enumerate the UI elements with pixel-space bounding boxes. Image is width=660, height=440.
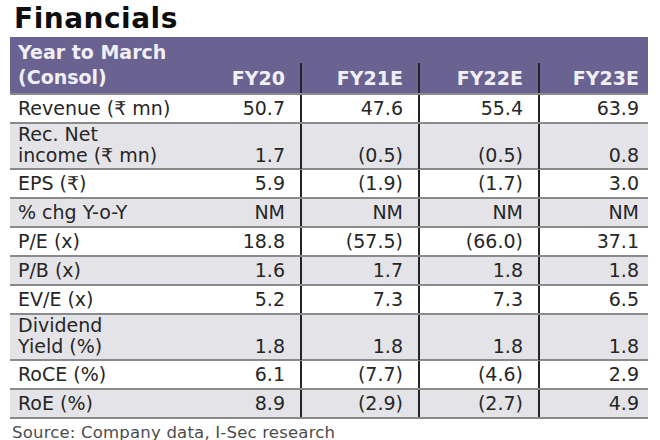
row-label: EV/E (x) bbox=[10, 286, 200, 313]
cell-value: 47.6 bbox=[300, 95, 418, 122]
cell-value: 50.7 bbox=[200, 95, 300, 122]
header-label-line2: (Consol) bbox=[18, 66, 200, 89]
cell-value: 37.1 bbox=[538, 228, 648, 255]
header-col-fy22e: FY22E bbox=[418, 37, 538, 93]
cell-value: 1.8 bbox=[300, 315, 418, 360]
cell-value: (66.0) bbox=[418, 228, 538, 255]
financials-panel: Financials Year to March (Consol) FY20 F… bbox=[0, 0, 660, 440]
cell-value: 63.9 bbox=[538, 95, 648, 122]
row-label: P/E (x) bbox=[10, 228, 200, 255]
table-row-pe: P/E (x) 18.8 (57.5) (66.0) 37.1 bbox=[10, 226, 648, 255]
cell-value: (0.5) bbox=[418, 124, 538, 169]
row-label: % chg Y-o-Y bbox=[10, 199, 200, 226]
cell-value: 7.3 bbox=[300, 286, 418, 313]
table-row-roce: RoCE (%) 6.1 (7.7) (4.6) 2.9 bbox=[10, 359, 648, 388]
header-col-fy21e: FY21E bbox=[300, 37, 418, 93]
table-row-revenue: Revenue (₹ mn) 50.7 47.6 55.4 63.9 bbox=[10, 93, 648, 122]
cell-value: (1.7) bbox=[418, 170, 538, 197]
cell-value: 1.7 bbox=[200, 124, 300, 169]
table-row-chg-yoy: % chg Y-o-Y NM NM NM NM bbox=[10, 197, 648, 226]
cell-value: (0.5) bbox=[300, 124, 418, 169]
table-row-roe: RoE (%) 8.9 (2.9) (2.7) 4.9 bbox=[10, 388, 648, 417]
table-row-eve: EV/E (x) 5.2 7.3 7.3 6.5 bbox=[10, 284, 648, 313]
row-label: Revenue (₹ mn) bbox=[10, 95, 200, 122]
cell-value: 1.8 bbox=[200, 315, 300, 360]
cell-value: 3.0 bbox=[538, 170, 648, 197]
table-row-rec-net-income: Rec. Netincome (₹ mn) 1.7 (0.5) (0.5) 0.… bbox=[10, 122, 648, 168]
financials-table: Year to March (Consol) FY20 FY21E FY22E … bbox=[10, 37, 648, 419]
cell-value: NM bbox=[300, 199, 418, 226]
cell-value: 1.8 bbox=[538, 315, 648, 360]
header-col-fy23e: FY23E bbox=[538, 37, 648, 93]
cell-value: (1.9) bbox=[300, 170, 418, 197]
header-label: Year to March (Consol) bbox=[10, 37, 200, 93]
cell-value: 7.3 bbox=[418, 286, 538, 313]
cell-value: 5.9 bbox=[200, 170, 300, 197]
page-title: Financials bbox=[14, 2, 660, 35]
header-label-line1: Year to March bbox=[18, 41, 200, 64]
cell-value: NM bbox=[200, 199, 300, 226]
cell-value: 1.6 bbox=[200, 257, 300, 284]
cell-value: 8.9 bbox=[200, 390, 300, 417]
table-row-eps: EPS (₹) 5.9 (1.9) (1.7) 3.0 bbox=[10, 168, 648, 197]
source-note: Source: Company data, I-Sec research bbox=[12, 423, 660, 440]
cell-value: (2.9) bbox=[300, 390, 418, 417]
cell-value: (2.7) bbox=[418, 390, 538, 417]
cell-value: 6.1 bbox=[200, 361, 300, 388]
cell-value: 4.9 bbox=[538, 390, 648, 417]
cell-value: (57.5) bbox=[300, 228, 418, 255]
row-label: EPS (₹) bbox=[10, 170, 200, 197]
cell-value: (7.7) bbox=[300, 361, 418, 388]
cell-value: 6.5 bbox=[538, 286, 648, 313]
cell-value: 1.8 bbox=[418, 315, 538, 360]
table-row-dividend-yield: DividendYield (%) 1.8 1.8 1.8 1.8 bbox=[10, 313, 648, 359]
row-label: P/B (x) bbox=[10, 257, 200, 284]
cell-value: (4.6) bbox=[418, 361, 538, 388]
cell-value: 55.4 bbox=[418, 95, 538, 122]
cell-value: 18.8 bbox=[200, 228, 300, 255]
table-header-row: Year to March (Consol) FY20 FY21E FY22E … bbox=[10, 37, 648, 93]
cell-value: 1.7 bbox=[300, 257, 418, 284]
cell-value: 1.8 bbox=[418, 257, 538, 284]
cell-value: 0.8 bbox=[538, 124, 648, 169]
cell-value: 2.9 bbox=[538, 361, 648, 388]
cell-value: NM bbox=[418, 199, 538, 226]
table-row-pb: P/B (x) 1.6 1.7 1.8 1.8 bbox=[10, 255, 648, 284]
row-label: Rec. Netincome (₹ mn) bbox=[10, 124, 200, 169]
cell-value: NM bbox=[538, 199, 648, 226]
cell-value: 5.2 bbox=[200, 286, 300, 313]
row-label: RoCE (%) bbox=[10, 361, 200, 388]
row-label: DividendYield (%) bbox=[10, 315, 200, 360]
row-label: RoE (%) bbox=[10, 390, 200, 417]
header-col-fy20: FY20 bbox=[200, 37, 300, 93]
cell-value: 1.8 bbox=[538, 257, 648, 284]
